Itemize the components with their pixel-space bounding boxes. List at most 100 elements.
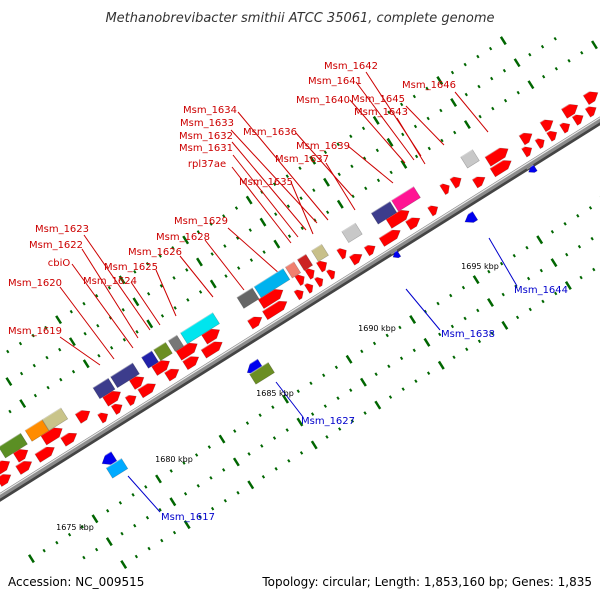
- gene-arrow[interactable]: [378, 225, 403, 247]
- gene-arrow[interactable]: [137, 379, 159, 399]
- gene-label[interactable]: Msm_1635: [239, 177, 293, 188]
- gene-box[interactable]: [341, 222, 363, 244]
- gene-arrow[interactable]: [0, 456, 13, 476]
- gene-arrow[interactable]: [60, 428, 80, 447]
- gene-label[interactable]: Msm_1639: [296, 141, 350, 152]
- gene-box[interactable]: [236, 287, 260, 309]
- gene-box[interactable]: [370, 200, 398, 225]
- gene-arrow[interactable]: [471, 172, 487, 189]
- gene-box[interactable]: [153, 341, 173, 362]
- gene-box[interactable]: [249, 361, 275, 385]
- gene-arrow[interactable]: [582, 87, 600, 106]
- gene-arrow[interactable]: [74, 406, 93, 424]
- gene-label[interactable]: Msm_1620: [8, 278, 62, 289]
- tick-mark: [133, 270, 137, 274]
- leader-line: [347, 145, 394, 184]
- gene-label[interactable]: Msm_1644: [514, 285, 568, 296]
- tick-mark: [155, 474, 162, 484]
- gene-arrow[interactable]: [584, 102, 599, 118]
- gene-label[interactable]: Msm_1625: [104, 262, 158, 273]
- gene-box[interactable]: [167, 334, 185, 352]
- gene-arrow[interactable]: [559, 119, 573, 134]
- gene-arrow[interactable]: [293, 286, 306, 301]
- gene-box[interactable]: [296, 253, 314, 271]
- gene-arrow[interactable]: [348, 249, 364, 266]
- gene-box[interactable]: [92, 377, 116, 400]
- gene-label[interactable]: Msm_1627: [301, 416, 355, 427]
- gene-arrow[interactable]: [15, 457, 35, 475]
- gene-arrow[interactable]: [261, 296, 289, 321]
- gene-label[interactable]: rpl37ae: [188, 159, 226, 170]
- gene-label[interactable]: cbiO: [48, 258, 71, 269]
- gene-label[interactable]: Msm_1619: [8, 326, 62, 337]
- gene-arrow[interactable]: [363, 241, 378, 257]
- gene-arrow[interactable]: [534, 135, 547, 150]
- gene-box[interactable]: [391, 186, 421, 212]
- gene-arrow[interactable]: [336, 245, 350, 260]
- gene-arrow[interactable]: [313, 274, 325, 288]
- gene-arrow[interactable]: [182, 352, 202, 371]
- gene-arrow[interactable]: [484, 143, 511, 167]
- gene-label[interactable]: Msm_1624: [83, 276, 137, 287]
- gene-box[interactable]: [0, 432, 28, 459]
- gene-label[interactable]: Msm_1643: [354, 107, 408, 118]
- gene-label[interactable]: Msm_1641: [308, 76, 362, 87]
- gene-arrow[interactable]: [571, 111, 586, 126]
- gene-box[interactable]: [41, 407, 69, 431]
- gene-arrow[interactable]: [390, 249, 402, 260]
- tick-mark: [427, 146, 431, 151]
- gene-box[interactable]: [253, 268, 291, 299]
- gene-box[interactable]: [110, 362, 140, 389]
- gene-label[interactable]: Msm_1633: [180, 118, 234, 129]
- gene-arrow[interactable]: [449, 173, 464, 189]
- gene-arrow[interactable]: [325, 266, 337, 280]
- gene-label[interactable]: Msm_1638: [441, 329, 495, 340]
- gene-arrow[interactable]: [518, 128, 535, 146]
- gene-box[interactable]: [460, 149, 480, 169]
- gene-label[interactable]: Msm_1642: [324, 61, 378, 72]
- gene-arrow[interactable]: [526, 164, 538, 175]
- gene-arrow[interactable]: [110, 400, 125, 415]
- gene-box[interactable]: [105, 457, 129, 479]
- gene-arrow[interactable]: [124, 391, 139, 407]
- gene-arrow[interactable]: [539, 115, 556, 133]
- gene-arrow[interactable]: [303, 280, 315, 294]
- gene-arrow[interactable]: [163, 364, 181, 382]
- gene-label[interactable]: Msm_1637: [275, 154, 329, 165]
- gene-arrow[interactable]: [489, 156, 514, 178]
- gene-arrow[interactable]: [0, 470, 14, 487]
- gene-label[interactable]: Msm_1632: [179, 131, 233, 142]
- gene-arrow[interactable]: [97, 409, 111, 424]
- gene-label[interactable]: Msm_1631: [179, 143, 233, 154]
- gene-label[interactable]: Msm_1629: [174, 216, 228, 227]
- gene-label[interactable]: Msm_1617: [161, 512, 215, 523]
- gene-label[interactable]: Msm_1628: [156, 232, 210, 243]
- gene-arrow[interactable]: [404, 213, 422, 231]
- gene-arrow[interactable]: [427, 202, 441, 217]
- leader-line: [275, 381, 304, 418]
- gene-box[interactable]: [311, 243, 329, 263]
- topology-text: Topology: circular; Length: 1,853,160 bp…: [261, 575, 592, 589]
- gene-label[interactable]: Msm_1640: [296, 95, 350, 106]
- gene-arrow[interactable]: [560, 100, 580, 119]
- gene-box[interactable]: [24, 419, 50, 442]
- gene-box[interactable]: [180, 312, 220, 345]
- gene-arrow[interactable]: [439, 180, 453, 196]
- gene-arrow[interactable]: [461, 210, 479, 226]
- gene-arrow[interactable]: [200, 337, 225, 359]
- gene-label[interactable]: Msm_1626: [128, 247, 182, 258]
- gene-arrow[interactable]: [546, 127, 560, 142]
- gene-label[interactable]: Msm_1622: [29, 240, 83, 251]
- gene-label[interactable]: Msm_1623: [35, 224, 89, 235]
- gene-box[interactable]: [284, 261, 302, 279]
- gene-label[interactable]: Msm_1645: [351, 94, 405, 105]
- gene-label[interactable]: Msm_1636: [243, 127, 297, 138]
- gene-label[interactable]: Msm_1646: [402, 80, 456, 91]
- gene-arrow[interactable]: [98, 451, 118, 469]
- gene-box[interactable]: [141, 350, 159, 369]
- gene-arrow[interactable]: [246, 312, 264, 330]
- gene-arrow[interactable]: [34, 442, 57, 463]
- gene-arrow[interactable]: [521, 143, 535, 158]
- gene-label[interactable]: Msm_1634: [183, 105, 237, 116]
